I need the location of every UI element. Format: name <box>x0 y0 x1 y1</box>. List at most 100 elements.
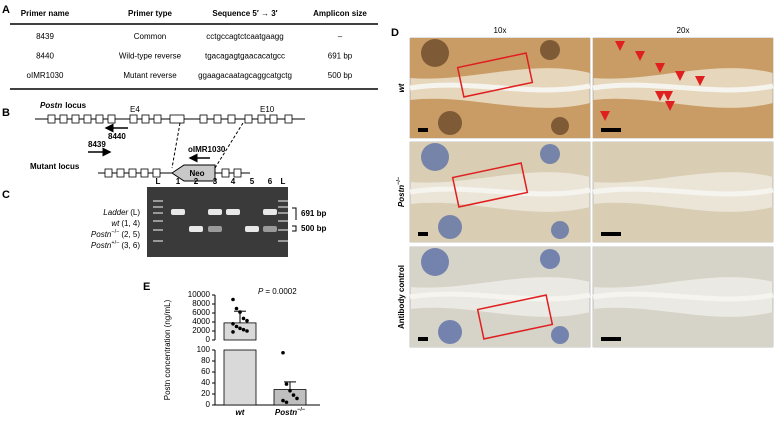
marrow <box>551 221 569 239</box>
exon <box>244 114 253 124</box>
band <box>263 226 277 232</box>
text-part: (1, 4) <box>121 219 140 228</box>
data-point <box>241 316 246 321</box>
gel-legend: Postn−/− (2, 5) <box>91 229 140 239</box>
text-part: Antibody control <box>397 265 406 329</box>
band-brace <box>292 207 297 232</box>
y-tick-label: 6000 <box>192 308 210 317</box>
table-cell: 8440 <box>36 52 54 61</box>
primer-label: oIMR1030 <box>188 145 226 154</box>
text-part: wt <box>397 83 406 92</box>
lane-label: 3 <box>213 177 218 186</box>
table-cell: – <box>338 32 343 41</box>
exon <box>227 114 236 124</box>
bar <box>223 322 257 341</box>
text-part: locus <box>65 101 86 110</box>
text-part: wt <box>236 408 245 417</box>
exon <box>71 114 80 124</box>
x-tick-label: Postn−/− <box>275 407 305 417</box>
exon <box>140 168 149 178</box>
band <box>208 226 222 232</box>
ladder-band <box>153 206 163 208</box>
p-value: P = 0.0002 <box>258 287 297 296</box>
table-header: Amplicon size <box>313 9 367 18</box>
panel-label: D <box>391 27 399 39</box>
y-axis-label: Postn concentration (ng/mL) <box>163 299 172 400</box>
table-cell: Wild-type reverse <box>119 52 182 61</box>
joint-space <box>592 291 774 302</box>
exon <box>107 114 116 124</box>
table-header: Primer type <box>128 9 173 18</box>
row-label: Postn−/− <box>396 177 406 207</box>
marrow <box>421 248 449 276</box>
column-header: 20x <box>677 26 690 35</box>
table-cell: oIMR1030 <box>27 71 64 80</box>
text-part: (L) <box>130 208 140 217</box>
data-point <box>281 350 285 355</box>
exon <box>83 114 92 124</box>
text-part: Postn <box>275 408 297 417</box>
exon <box>221 168 230 178</box>
cassette-label: Neo <box>189 169 204 178</box>
exon <box>199 114 208 124</box>
y-tick-label: 0 <box>206 335 211 344</box>
band <box>263 209 277 215</box>
y-tick-label: 60 <box>201 367 210 376</box>
y-tick-label: 8000 <box>192 299 210 308</box>
exon <box>213 114 222 124</box>
data-point <box>231 297 235 302</box>
exon-label: E10 <box>260 105 275 114</box>
text-part: Postn <box>40 101 62 110</box>
band <box>245 226 259 232</box>
y-tick-label: 2000 <box>192 326 210 335</box>
text-part: Postn <box>91 230 112 239</box>
text-part: Postn <box>397 185 406 207</box>
text-part: wt <box>111 219 120 228</box>
data-point <box>234 324 239 329</box>
exon <box>47 114 56 124</box>
exon <box>104 168 113 178</box>
panel-label: A <box>2 4 10 16</box>
marrow <box>540 249 560 269</box>
data-point <box>284 382 289 386</box>
data-point <box>288 388 292 393</box>
data-point <box>245 329 249 333</box>
scale-bar <box>601 128 621 132</box>
roi-box <box>476 294 554 340</box>
x-tick-label: wt <box>236 408 245 417</box>
y-tick-label: 100 <box>197 345 211 354</box>
marrow <box>421 143 449 171</box>
tissue <box>593 307 773 347</box>
data-point <box>241 327 246 332</box>
text-part: (3, 6) <box>121 241 140 250</box>
scale-bar <box>601 337 621 341</box>
exon <box>116 168 125 178</box>
exon <box>257 114 266 124</box>
table-cell: tgacagagtgaacacatgcc <box>205 52 285 61</box>
exon <box>233 168 242 178</box>
marrow <box>551 117 569 135</box>
marrow <box>540 40 560 60</box>
marrow <box>540 144 560 164</box>
data-point <box>295 396 299 401</box>
ladder-band <box>153 200 163 202</box>
ladder-band <box>278 206 288 208</box>
marrow <box>421 39 449 67</box>
table-cell: ggaagacaatagcaggcatgctg <box>198 71 292 80</box>
table-cell: 691 bp <box>328 52 353 61</box>
data-point <box>238 326 242 331</box>
scale-bar <box>418 337 428 341</box>
joint-space <box>409 186 591 197</box>
scale-bar <box>418 128 428 132</box>
tissue <box>593 98 773 138</box>
exons <box>47 114 293 178</box>
band <box>208 209 222 215</box>
lane-label: 5 <box>250 177 255 186</box>
tissue <box>593 142 773 183</box>
joint-space <box>592 186 774 197</box>
gel-bands <box>153 200 288 242</box>
table-cell: 8439 <box>36 32 54 41</box>
ladder-band <box>278 240 288 242</box>
lane-label: 6 <box>268 177 273 186</box>
table-cell: Mutant reverse <box>123 71 177 80</box>
